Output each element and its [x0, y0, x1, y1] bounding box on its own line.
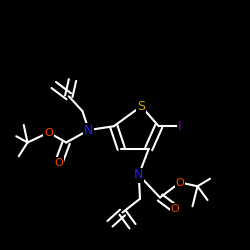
Text: O: O [54, 158, 63, 168]
Text: N: N [134, 168, 143, 181]
Text: S: S [137, 100, 145, 113]
Text: N: N [84, 124, 94, 136]
Text: O: O [176, 178, 184, 188]
Text: I: I [178, 120, 182, 133]
Text: O: O [170, 204, 179, 214]
Text: O: O [44, 128, 53, 138]
